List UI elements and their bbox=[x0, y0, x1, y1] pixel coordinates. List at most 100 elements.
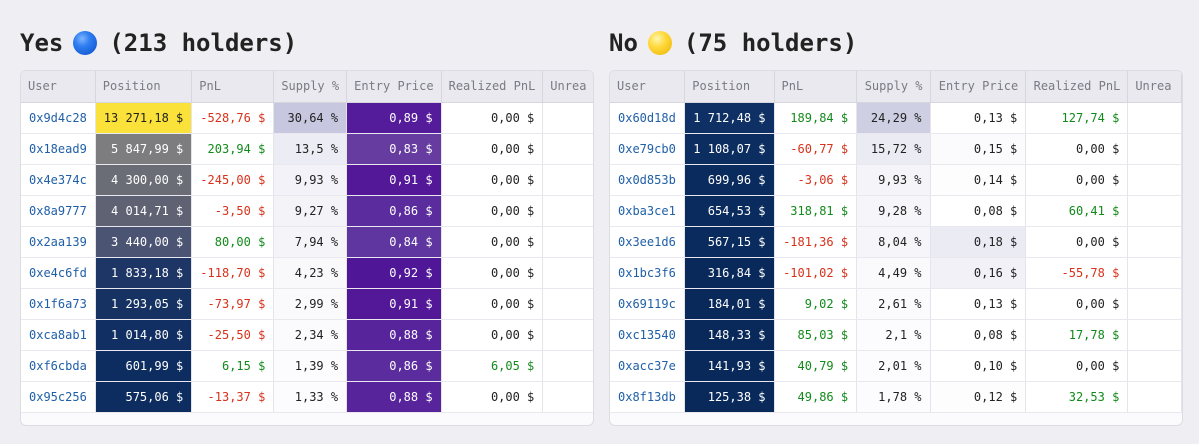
user-address-link[interactable]: 0x69119c bbox=[610, 288, 686, 320]
col-unrealized-pnl[interactable]: Unrea bbox=[1127, 71, 1182, 103]
yes-table-body: 0x9d4c28 13 271,18 $ -528,76 $30,64 % 0,89 … bbox=[21, 102, 593, 413]
realized-pnl-cell: 0,00 $ bbox=[441, 288, 544, 320]
yes-table: User Position PnL Supply % Entry Price R… bbox=[21, 71, 593, 413]
col-pnl[interactable]: PnL bbox=[191, 71, 275, 103]
entry-price-cell: 0,10 $ bbox=[930, 350, 1027, 382]
col-position[interactable]: Position bbox=[95, 71, 193, 103]
table-row[interactable]: 0x1bc3f6 316,84 $ -101,02 $4,49 % 0,16 $ -55… bbox=[610, 257, 1182, 289]
table-row[interactable]: 0x2aa139 3 440,00 $80,00 $7,94 % 0,84 $0,0… bbox=[21, 226, 593, 258]
table-row[interactable]: 0x9d4c28 13 271,18 $ -528,76 $30,64 % 0,89 … bbox=[21, 102, 593, 134]
user-address-link[interactable]: 0x4e374c bbox=[21, 164, 96, 196]
user-address-link[interactable]: 0x95c256 bbox=[21, 381, 96, 413]
table-row[interactable]: 0xf6cbda 601,99 $6,15 $1,39 % 0,86 $6,05 $ bbox=[21, 350, 593, 382]
position-cell: 1 293,05 $ bbox=[95, 288, 193, 320]
col-entry-price[interactable]: Entry Price bbox=[346, 71, 442, 103]
position-cell: 316,84 $ bbox=[684, 257, 775, 289]
realized-pnl-cell: 0,00 $ bbox=[1025, 133, 1129, 165]
user-address-link[interactable]: 0xe79cb0 bbox=[610, 133, 686, 165]
user-address-link[interactable]: 0xf6cbda bbox=[21, 350, 96, 382]
position-cell: 1 712,48 $ bbox=[684, 102, 775, 134]
pnl-cell: -3,50 $ bbox=[191, 195, 275, 227]
user-address-link[interactable]: 0x1f6a73 bbox=[21, 288, 96, 320]
unrealized-pnl-cell bbox=[1127, 257, 1182, 289]
position-cell: 4 014,71 $ bbox=[95, 195, 193, 227]
table-row[interactable]: 0x1f6a73 1 293,05 $ -73,97 $2,99 % 0,91 $0,… bbox=[21, 288, 593, 320]
yes-table-header: User Position PnL Supply % Entry Price R… bbox=[21, 71, 593, 103]
user-address-link[interactable]: 0x8a9777 bbox=[21, 195, 96, 227]
unrealized-pnl-cell bbox=[1127, 350, 1182, 382]
user-address-link[interactable]: 0xacc37e bbox=[610, 350, 686, 382]
supply-cell: 13,5 % bbox=[273, 133, 348, 165]
entry-price-cell: 0,12 $ bbox=[930, 381, 1027, 413]
position-cell: 567,15 $ bbox=[684, 226, 775, 258]
col-supply[interactable]: Supply % bbox=[856, 71, 931, 103]
supply-cell: 2,99 % bbox=[273, 288, 348, 320]
col-user[interactable]: User bbox=[610, 71, 686, 103]
table-row[interactable]: 0x0d853b 699,96 $ -3,06 $9,93 % 0,14 $0,00 … bbox=[610, 164, 1182, 196]
table-row[interactable]: 0x18ead9 5 847,99 $203,94 $13,5 % 0,83 $0,… bbox=[21, 133, 593, 165]
pnl-cell: -13,37 $ bbox=[191, 381, 275, 413]
table-row[interactable]: 0xe79cb0 1 108,07 $ -60,77 $15,72 % 0,15 $0… bbox=[610, 133, 1182, 165]
user-address-link[interactable]: 0xba3ce1 bbox=[610, 195, 686, 227]
realized-pnl-cell: 0,00 $ bbox=[441, 226, 544, 258]
table-row[interactable]: 0xca8ab1 1 014,80 $ -25,50 $2,34 % 0,88 $0,… bbox=[21, 319, 593, 351]
table-row[interactable]: 0x60d18d 1 712,48 $189,84 $24,29 % 0,13 $1… bbox=[610, 102, 1182, 134]
col-position[interactable]: Position bbox=[684, 71, 775, 103]
user-address-link[interactable]: 0x1bc3f6 bbox=[610, 257, 686, 289]
no-panel: No (75 holders) User Position PnL Supply… bbox=[609, 0, 1183, 444]
col-unrealized-pnl[interactable]: Unrea bbox=[542, 71, 593, 103]
user-address-link[interactable]: 0x0d853b bbox=[610, 164, 686, 196]
no-holders-table[interactable]: User Position PnL Supply % Entry Price R… bbox=[609, 70, 1183, 426]
col-realized-pnl[interactable]: Realized PnL bbox=[441, 71, 544, 103]
user-address-link[interactable]: 0x3ee1d6 bbox=[610, 226, 686, 258]
col-entry-price[interactable]: Entry Price bbox=[930, 71, 1027, 103]
table-row[interactable]: 0x8a9777 4 014,71 $ -3,50 $9,27 % 0,86 $0,0… bbox=[21, 195, 593, 227]
supply-cell: 4,49 % bbox=[856, 257, 931, 289]
table-row[interactable]: 0x4e374c 4 300,00 $ -245,00 $9,93 % 0,91 $0… bbox=[21, 164, 593, 196]
entry-price-cell: 0,15 $ bbox=[930, 133, 1027, 165]
user-address-link[interactable]: 0x8f13db bbox=[610, 381, 686, 413]
table-row[interactable]: 0xacc37e 141,93 $40,79 $2,01 % 0,10 $0,00 … bbox=[610, 350, 1182, 382]
unrealized-pnl-cell bbox=[1127, 195, 1182, 227]
user-address-link[interactable]: 0x60d18d bbox=[610, 102, 686, 134]
user-address-link[interactable]: 0x18ead9 bbox=[21, 133, 96, 165]
table-row[interactable]: 0x8f13db 125,38 $49,86 $1,78 % 0,12 $32,53… bbox=[610, 381, 1182, 413]
col-pnl[interactable]: PnL bbox=[774, 71, 858, 103]
table-row[interactable]: 0x3ee1d6 567,15 $ -181,36 $8,04 % 0,18 $0,0… bbox=[610, 226, 1182, 258]
user-address-link[interactable]: 0xe4c6fd bbox=[21, 257, 96, 289]
user-address-link[interactable]: 0x9d4c28 bbox=[21, 102, 96, 134]
pnl-cell: -181,36 $ bbox=[774, 226, 858, 258]
position-cell: 148,33 $ bbox=[684, 319, 775, 351]
table-row[interactable]: 0xba3ce1 654,53 $318,81 $9,28 % 0,08 $60,4… bbox=[610, 195, 1182, 227]
no-title: No bbox=[609, 29, 638, 57]
no-table-body: 0x60d18d 1 712,48 $189,84 $24,29 % 0,13 $1… bbox=[610, 102, 1182, 413]
realized-pnl-cell: 0,00 $ bbox=[441, 133, 544, 165]
table-row[interactable]: 0xc13540 148,33 $85,03 $2,1 % 0,08 $17,78 … bbox=[610, 319, 1182, 351]
supply-cell: 24,29 % bbox=[856, 102, 931, 134]
user-address-link[interactable]: 0xc13540 bbox=[610, 319, 686, 351]
entry-price-cell: 0,88 $ bbox=[346, 381, 442, 413]
col-user[interactable]: User bbox=[21, 71, 96, 103]
supply-cell: 8,04 % bbox=[856, 226, 931, 258]
table-row[interactable]: 0xe4c6fd 1 833,18 $ -118,70 $4,23 % 0,92 $0… bbox=[21, 257, 593, 289]
no-holders-count: (75 holders) bbox=[683, 29, 858, 57]
pnl-cell: -60,77 $ bbox=[774, 133, 858, 165]
realized-pnl-cell: 127,74 $ bbox=[1025, 102, 1129, 134]
user-address-link[interactable]: 0x2aa139 bbox=[21, 226, 96, 258]
user-address-link[interactable]: 0xca8ab1 bbox=[21, 319, 96, 351]
table-row[interactable]: 0x69119c 184,01 $9,02 $2,61 % 0,13 $0,00 $ bbox=[610, 288, 1182, 320]
unrealized-pnl-cell bbox=[1127, 102, 1182, 134]
realized-pnl-cell: 17,78 $ bbox=[1025, 319, 1129, 351]
unrealized-pnl-cell bbox=[542, 288, 593, 320]
position-cell: 13 271,18 $ bbox=[95, 102, 193, 134]
realized-pnl-cell: 6,05 $ bbox=[441, 350, 544, 382]
realized-pnl-cell: 0,00 $ bbox=[1025, 350, 1129, 382]
col-realized-pnl[interactable]: Realized PnL bbox=[1025, 71, 1129, 103]
col-supply[interactable]: Supply % bbox=[273, 71, 348, 103]
no-heading: No (75 holders) bbox=[609, 25, 857, 61]
unrealized-pnl-cell bbox=[1127, 319, 1182, 351]
yes-holders-table[interactable]: User Position PnL Supply % Entry Price R… bbox=[20, 70, 594, 426]
blue-circle-icon bbox=[73, 31, 98, 55]
table-row[interactable]: 0x95c256 575,06 $ -13,37 $1,33 % 0,88 $0,00… bbox=[21, 381, 593, 413]
yes-heading: Yes (213 holders) bbox=[20, 25, 297, 61]
